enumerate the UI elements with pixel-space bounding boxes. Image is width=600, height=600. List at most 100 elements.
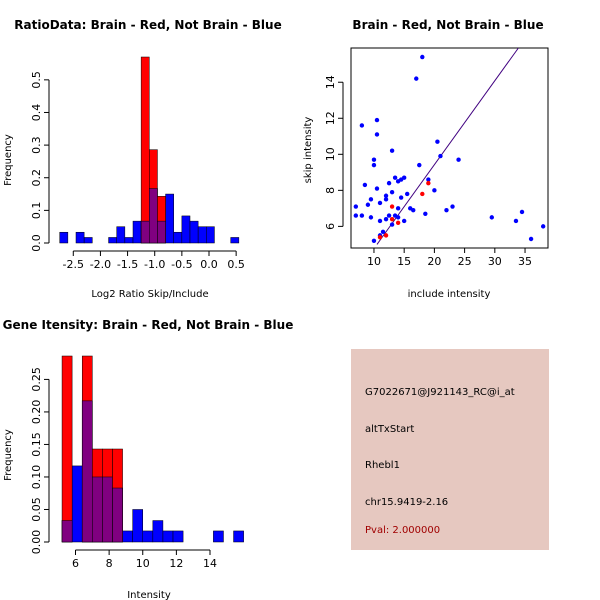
scatter-point-not-brain	[438, 153, 443, 159]
scatter-point-not-brain	[489, 215, 495, 220]
scatter-point-not-brain	[411, 207, 416, 213]
intensity-y-tick-label: 0.25	[30, 367, 43, 392]
ratio-y-tick-label: 0.2	[30, 169, 43, 187]
intensity-bar-not-brain	[233, 530, 244, 543]
intensity-y-tick-label: 0.15	[30, 432, 43, 457]
scatter-fit-line	[376, 47, 519, 245]
ratio-chart-title: RatioData: Brain - Red, Not Brain - Blue	[14, 18, 281, 32]
ratio-x-tick-label: -1.5	[117, 258, 138, 271]
scatter-point-not-brain	[368, 197, 374, 202]
scatter-point-not-brain	[392, 175, 398, 180]
intensity-y-tick-label: 0.20	[30, 400, 43, 425]
scatter-x-tick-label: 20	[427, 255, 441, 268]
ratio-bar-not-brain	[206, 226, 215, 244]
ratio-y-axis-label: Frequency	[3, 134, 14, 186]
scatter-point-not-brain	[365, 202, 371, 207]
ratio-x-tick-label: -2.0	[90, 258, 111, 271]
intensity-bar-not-brain	[71, 465, 83, 543]
intensity-histogram: Gene Itensity: Brain - Red, Not Brain - …	[3, 318, 294, 600]
scatter-point-not-brain	[383, 216, 389, 222]
ratio-bar-not-brain	[59, 231, 69, 244]
intensity-y-axis-label: Frequency	[3, 429, 14, 481]
scatter-point-not-brain	[395, 215, 401, 220]
scatter-point-not-brain	[362, 182, 368, 188]
scatter-point-not-brain	[444, 207, 449, 213]
ratio-bar-not-brain	[173, 231, 183, 244]
scatter-point-not-brain	[426, 177, 431, 182]
ratio-bar-brain	[140, 56, 150, 244]
ratio-bar-overlap	[157, 220, 166, 244]
scatter-x-tick-label: 30	[488, 255, 502, 268]
scatter-x-axis-label: include intensity	[408, 289, 491, 300]
ratio-bar-not-brain	[230, 237, 240, 244]
intensity-x-tick-label: 6	[72, 557, 79, 570]
scatter-point-not-brain	[417, 162, 422, 168]
scatter-point-not-brain	[374, 132, 380, 137]
scatter-point-not-brain	[420, 54, 425, 60]
ratio-x-tick-label: 0.0	[200, 258, 218, 271]
intensity-x-tick-label: 12	[169, 557, 183, 570]
scatter-point-not-brain	[401, 218, 407, 224]
scatter-point-not-brain	[398, 195, 404, 200]
intensity-bar-overlap	[102, 476, 113, 543]
ratio-x-tick-label: 0.5	[227, 258, 245, 271]
scatter-point-not-brain	[414, 76, 419, 81]
intensity-bar-overlap	[112, 487, 123, 543]
ratio-bar-not-brain	[83, 237, 93, 244]
ratio-x-axis-label: Log2 Ratio Skip/Include	[91, 289, 208, 300]
scatter-y-axis-label: skip intensity	[303, 117, 314, 184]
ratio-x-tick-label: -2.5	[63, 258, 84, 271]
scatter-point-not-brain	[389, 189, 395, 195]
scatter-point-not-brain	[432, 188, 437, 193]
scatter-point-not-brain	[359, 213, 365, 218]
scatter-point-brain	[377, 234, 383, 240]
scatter-point-not-brain	[423, 211, 428, 216]
intensity-scatter-plot: Brain - Red, Not Brain - Blue 10 15 20 25 30…	[303, 18, 549, 300]
intensity-x-tick-label: 10	[136, 557, 150, 570]
scatter-point-not-brain	[368, 215, 374, 220]
scatter-point-not-brain	[435, 139, 440, 144]
scatter-point-not-brain	[371, 238, 377, 243]
ratio-y-tick-label: 0.4	[30, 104, 43, 122]
intensity-y-tick-label: 0.00	[30, 530, 43, 555]
ratio-y-tick-label: 0.0	[30, 234, 43, 252]
intensity-bar-overlap	[92, 476, 103, 543]
scatter-point-not-brain	[359, 123, 365, 128]
ratio-bar-not-brain	[75, 231, 85, 244]
scatter-point-not-brain	[404, 191, 410, 197]
intensity-bar-not-brain	[213, 530, 224, 543]
intensity-y-tick-label: 0.05	[30, 497, 43, 522]
intensity-bar-not-brain	[152, 520, 164, 543]
intensity-bar-not-brain	[122, 530, 133, 543]
intensity-bar-not-brain	[132, 509, 144, 543]
intensity-bar-overlap	[81, 400, 93, 543]
intensity-y-tick-label: 0.10	[30, 465, 43, 490]
ratio-bar-overlap	[149, 188, 158, 244]
scatter-point-not-brain	[374, 117, 380, 123]
intensity-bar-not-brain	[142, 530, 154, 543]
scatter-y-tick-label: 8	[324, 187, 337, 194]
scatter-y-tick-label: 12	[324, 111, 337, 125]
ratio-y-tick-label: 0.1	[30, 202, 43, 220]
scatter-point-not-brain	[371, 157, 377, 162]
scatter-y-tick-label: 6	[324, 223, 337, 230]
ratio-bar-not-brain	[181, 215, 191, 244]
ratio-bar-not-brain	[189, 220, 199, 244]
scatter-y-tick-label: 14	[324, 75, 337, 89]
event-type-text: altTxStart	[365, 424, 415, 435]
scatter-chart-title: Brain - Red, Not Brain - Blue	[352, 18, 543, 32]
location-text: chr15.9419-2.16	[365, 497, 449, 508]
intensity-bar-overlap	[61, 520, 73, 543]
scatter-point-not-brain	[540, 224, 546, 229]
scatter-point-not-brain	[377, 218, 383, 224]
scatter-point-not-brain	[383, 197, 389, 202]
scatter-point-brain	[389, 216, 395, 222]
ratio-bar-not-brain	[108, 237, 117, 244]
scatter-point-not-brain	[380, 229, 386, 234]
scatter-point-not-brain	[371, 162, 377, 168]
scatter-point-not-brain	[389, 148, 395, 153]
scatter-point-not-brain	[395, 206, 401, 211]
scatter-x-tick-label: 35	[518, 255, 532, 268]
scatter-point-not-brain	[401, 175, 407, 180]
